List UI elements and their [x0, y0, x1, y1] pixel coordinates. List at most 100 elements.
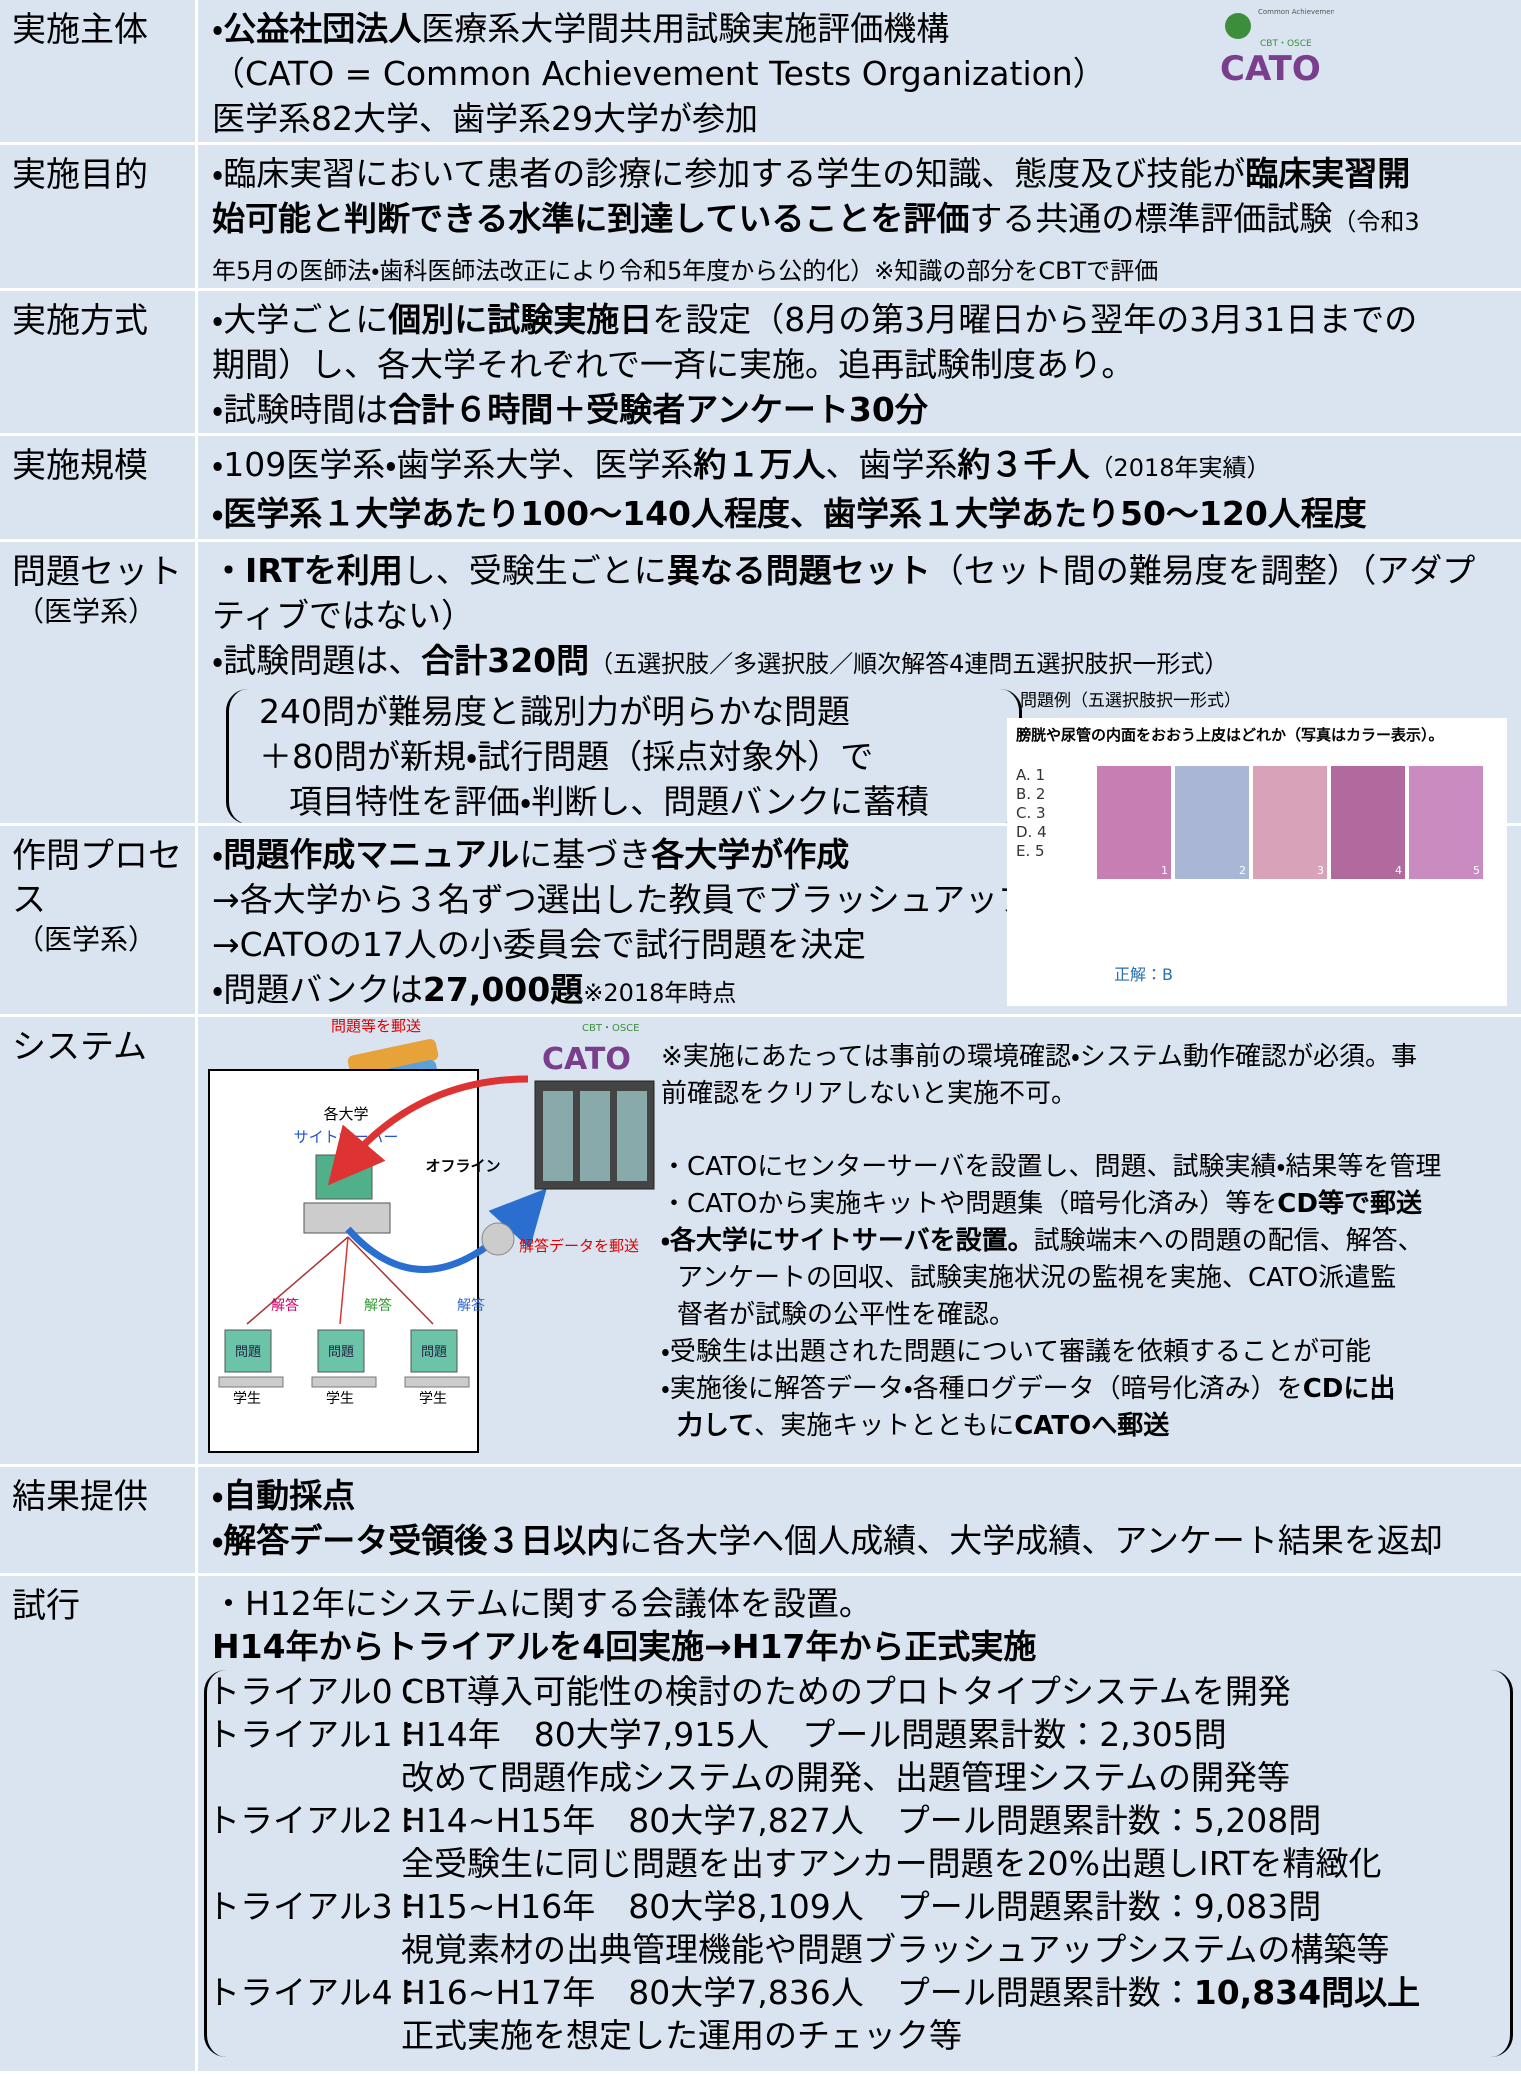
text: ・CATOにセンターサーバを設置し、問題、試験実績・結果等を管理: [661, 1152, 1442, 1182]
student-keyboard: [311, 1376, 377, 1388]
text-line: トライアル1：H14年 80大学7,915人 プール問題累計数：2,305問: [207, 1713, 1510, 1756]
text: ・CATOから実施キットや問題集（暗号化済み）等を: [661, 1189, 1278, 1219]
text: 240問が難易度と識別力が明らかな問題: [259, 692, 850, 731]
table-row: 実施目的 ・臨床実習において患者の診療に参加する学生の知識、態度及び技能が臨床実習…: [0, 145, 1521, 291]
row-content: ・問題作成マニュアルに基づき各大学が作成 →各大学から３名ずつ選出した教員でブラッ…: [198, 826, 1521, 1014]
bold-text: 個別に試験実施日: [388, 300, 653, 339]
offline-label: オフライン: [425, 1157, 500, 1175]
text-line: ・医学系１大学あたり100～140人程度、歯学系１大学あたり50～120人程度: [212, 491, 1513, 536]
logo-name: CATO: [1220, 49, 1321, 88]
text-line: 全受験生に同じ問題を出すアンカー問題を20%出題しIRTを精緻化: [207, 1842, 1510, 1885]
text: H15~H16年 80大学8,109人 プール問題累計数：9,083問: [401, 1887, 1322, 1926]
diagram-logo-sub: CBT・OSCE: [582, 1023, 639, 1034]
table-row: 結果提供 ・自動採点 ・解答データ受領後３日以内に各大学へ個人成績、大学成績、アンケ…: [0, 1467, 1521, 1576]
text: アンケートの回収、試験実施状況の監視を実施、CATO派遣監: [677, 1263, 1397, 1293]
text-line: ・解答データ受領後３日以内に各大学へ個人成績、大学成績、アンケート結果を返却: [212, 1518, 1513, 1563]
label-text: 作問プロセス: [12, 836, 182, 920]
text: 前確認をクリアしないと実施不可。: [661, 1079, 1078, 1109]
text: ・試験問題は、: [212, 641, 422, 680]
text-line: ・問題作成マニュアルに基づき各大学が作成: [212, 832, 1513, 877]
system-diagram: 問題等を郵送 各大学 サイトサーバー オフライン CBT・OSCE CATO 解…: [208, 1019, 655, 1453]
histology-photo: [1331, 766, 1405, 879]
text: 医学系82大学、歯学系29大学が参加: [212, 99, 758, 138]
item-head: トライアル2：: [207, 1801, 426, 1840]
bold-text: 約３千人: [957, 445, 1090, 484]
text-line: ・CATOから実施キットや問題集（暗号化済み）等をCD等で郵送: [661, 1186, 1513, 1223]
server-rack: [543, 1091, 573, 1181]
sub-label: （医学系）: [16, 595, 157, 628]
label-text: 結果提供: [12, 1477, 148, 1517]
send-arrow: [327, 1075, 529, 1186]
row-label: 実施規模: [0, 436, 198, 539]
text-line: ・公益社団法人医療系大学間共用試験実施評価機構: [212, 6, 1513, 51]
row-content: ・大学ごとに個別に試験実施日を設定（8月の第3月曜日から翌年の3月31日までの期…: [198, 291, 1521, 433]
package-icon: [347, 1039, 439, 1077]
text-line: トライアル2：H14~H15年 80大学7,827人 プール問題累計数：5,20…: [207, 1799, 1510, 1842]
example-title: 問題例（五選択肢択一形式）: [1020, 691, 1241, 711]
server-rack: [617, 1091, 647, 1181]
item-head: トライアル3：: [207, 1887, 426, 1926]
option: B. 2: [1016, 785, 1045, 803]
label-text: 実施目的: [12, 155, 148, 195]
text: ・H12年にシステムに関する会議体を設置。: [212, 1584, 872, 1623]
bold-text: H14年からトライアルを4回実施→H17年から正式実施: [212, 1627, 1037, 1666]
student-label: 学生: [326, 1391, 354, 1407]
histology-photo: [1175, 766, 1249, 879]
row-content: ・公益社団法人医療系大学間共用試験実施評価機構 （CATO = Common Ac…: [198, 0, 1521, 142]
text: ・109医学系・歯学系大学、医学系: [212, 445, 694, 484]
table-row: 問題セット （医学系） ・IRTを利用し、受験生ごとに異なる問題セット（セット間の難…: [0, 542, 1521, 826]
text-line: ・109医学系・歯学系大学、医学系約１万人、歯学系約３千人（2018年実績）: [212, 442, 1513, 491]
bold-text: 27,000題: [422, 970, 584, 1009]
text-line: トライアル4：H16~H17年 80大学7,836人 プール問題累計数：10,8…: [207, 1971, 1510, 2014]
text: ・問題バンクは: [212, 970, 423, 1009]
text: 正式実施を想定した運用のチェック等: [401, 2016, 962, 2055]
text: （セット間の難易度を調整）（アダプ: [930, 551, 1476, 590]
bracket-item: 項目特性を評価・判断し、問題バンクに蓄積: [259, 779, 1019, 823]
question-label: 問題: [421, 1345, 447, 1360]
item-head: トライアル0：: [207, 1672, 426, 1711]
photo-number: 5: [1473, 864, 1480, 877]
text-line: 医学系82大学、歯学系29大学が参加: [212, 96, 1513, 141]
bold-text: ・医学系１大学あたり100～140人程度、歯学系１大学あたり50～120人程度: [212, 494, 1367, 533]
text-line: （CATO = Common Achievement Tests Organiz…: [212, 51, 1513, 96]
university-label: 各大学: [323, 1105, 368, 1123]
row-label: 実施主体: [0, 0, 198, 142]
bold-text: 異なる問題セット: [666, 551, 931, 590]
connector: [339, 1236, 349, 1325]
logo-sub: CBT・OSCE: [1260, 39, 1312, 49]
bold-text: 合計320問: [421, 641, 590, 680]
label-text: 実施主体: [12, 10, 148, 50]
text-line: ・臨床実習において患者の診療に参加する学生の知識、態度及び技能が臨床実習開: [212, 151, 1513, 196]
label-text: システム: [12, 1027, 147, 1067]
question-label: 問題: [235, 1345, 261, 1360]
text-line: 改めて問題作成システムの開発、出題管理システムの開発等: [207, 1756, 1510, 1799]
text-line: 始可能と判断できる水準に到達していることを評価する共通の標準評価試験（令和3: [212, 196, 1513, 245]
connector: [246, 1236, 349, 1325]
bold-text: 臨床実習開: [1245, 154, 1411, 193]
text: 視覚素材の出典管理機能や問題ブラッシュアップシステムの構築等: [401, 1930, 1390, 1969]
text-line: ・受験生は出題された問題について審議を依頼することが可能: [661, 1334, 1513, 1371]
histology-photo: [1253, 766, 1327, 879]
diagram-logo-name: CATO: [542, 1042, 631, 1077]
text: H16~H17年 80大学7,836人 プール問題累計数：: [401, 1973, 1194, 2012]
text-line: ※実施にあたっては事前の環境確認・システム動作確認が必須。事: [661, 1039, 1513, 1076]
photo-number: 1: [1161, 864, 1168, 877]
text-line: ・H12年にシステムに関する会議体を設置。: [210, 1582, 1513, 1625]
text-line: トライアル0：CBT導入可能性の検討のためのプロトタイプシステムを開発: [207, 1670, 1510, 1713]
bold-text: CDに出: [1302, 1374, 1396, 1404]
text: →各大学から３名ずつ選出した教員でブラッシュアップ: [212, 880, 1031, 919]
text-line: 視覚素材の出典管理機能や問題ブラッシュアップシステムの構築等: [207, 1928, 1510, 1971]
student-label: 学生: [233, 1391, 261, 1407]
text-line: 期間）し、各大学それぞれで一斉に実施。追再試験制度あり。: [212, 342, 1513, 387]
text: H14年 80大学7,915人 プール問題累計数：2,305問: [401, 1715, 1227, 1754]
text-line: トライアル3：H15~H16年 80大学8,109人 プール問題累計数：9,08…: [207, 1885, 1510, 1928]
row-content: ※実施にあたっては事前の環境確認・システム動作確認が必須。事 前確認をクリアしない…: [198, 1017, 1521, 1464]
answer-label: 解答: [271, 1297, 299, 1314]
option: E. 5: [1016, 842, 1045, 860]
option: D. 4: [1016, 823, 1047, 841]
bold-text: 合計６時間＋受験者アンケート30分: [388, 390, 928, 429]
logo-caption: Common Achievement Tests Organization: [1258, 8, 1334, 16]
bracket-item: トライアル4：H16~H17年 80大学7,836人 プール問題累計数：10,8…: [207, 1971, 1510, 2057]
histology-photo: [1409, 766, 1483, 879]
